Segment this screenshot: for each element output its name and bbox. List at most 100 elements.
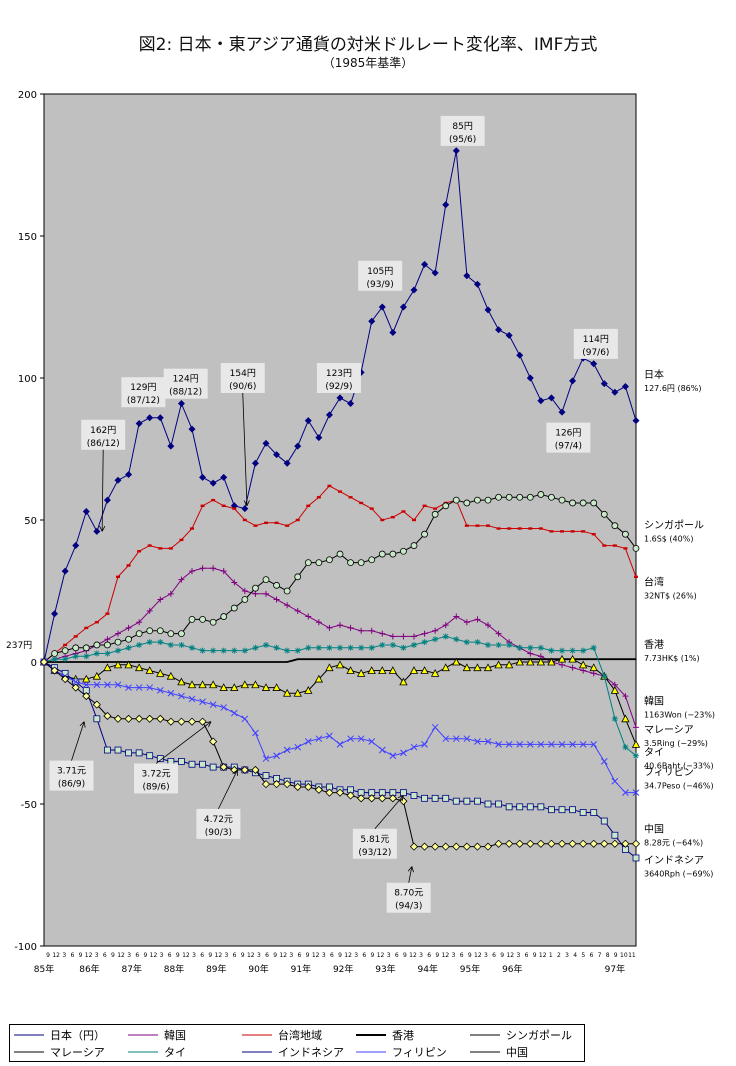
series-point <box>560 530 564 533</box>
series-point <box>485 641 491 648</box>
x-month-tick-label: 6 <box>525 952 529 959</box>
series-point <box>526 374 534 382</box>
series-point <box>389 752 397 760</box>
series-point <box>167 442 175 450</box>
series-point <box>135 630 143 637</box>
series-point <box>262 772 270 779</box>
x-year-label: 86年 <box>79 963 99 975</box>
series-point <box>602 544 607 547</box>
series-point <box>211 498 216 502</box>
series-point <box>82 692 91 701</box>
series-point <box>326 556 333 564</box>
series-point <box>600 817 608 825</box>
series-point <box>549 530 554 533</box>
x-month-tick-label: 6 <box>168 952 172 959</box>
series-point <box>347 735 354 743</box>
series-point <box>358 627 365 634</box>
series-point <box>441 663 450 672</box>
series-point <box>209 479 217 487</box>
series-point <box>632 417 640 425</box>
x-month-tick-label: 6 <box>589 952 593 959</box>
series-point <box>495 326 503 334</box>
annotation-text: 105円 <box>367 266 393 277</box>
series-point <box>230 765 239 774</box>
series-point <box>548 741 555 748</box>
series-point <box>146 414 154 422</box>
series-point <box>284 602 291 609</box>
series-point <box>61 567 69 575</box>
annotation-arrowhead <box>205 721 212 728</box>
series-point <box>293 782 302 792</box>
series-point <box>580 647 587 654</box>
series-point <box>189 568 195 575</box>
annotation-arrowhead <box>243 500 250 506</box>
series-point <box>622 693 629 700</box>
series-point <box>263 590 269 597</box>
series-point <box>73 635 78 638</box>
series-point <box>410 792 418 799</box>
series-point <box>178 641 185 648</box>
series-point <box>473 280 481 288</box>
annotation-text: 5.81元 <box>360 835 389 845</box>
series-point <box>389 633 396 640</box>
series-point <box>93 527 101 535</box>
annotation-text: 3.71元 <box>57 767 86 777</box>
end-label-name: 香港 <box>644 639 664 651</box>
series-point <box>452 735 460 743</box>
series-point <box>516 741 524 748</box>
series-point <box>558 806 566 814</box>
series-point <box>421 794 428 802</box>
series-point <box>231 647 238 654</box>
series-point <box>304 417 312 425</box>
series-point <box>115 630 121 637</box>
legend-label: フィリピン <box>392 1046 447 1059</box>
series-point <box>495 630 502 637</box>
series-point <box>431 269 439 277</box>
x-month-tick-label: 3 <box>289 952 293 959</box>
series-point <box>495 493 502 501</box>
series-point <box>61 674 70 684</box>
series-point <box>452 657 461 666</box>
series-point <box>495 741 502 748</box>
series-point <box>421 741 428 748</box>
series-point <box>82 681 90 689</box>
series-point <box>156 414 164 422</box>
series-point <box>431 510 439 518</box>
series-point <box>558 408 566 416</box>
series-point <box>484 306 492 314</box>
series-point <box>569 741 576 748</box>
series-point <box>495 641 502 648</box>
series-point <box>569 806 576 814</box>
series-point <box>463 735 471 743</box>
series-point <box>146 639 153 646</box>
chart-subtitle: （1985年基準） <box>322 56 414 70</box>
x-month-tick-label: 9 <box>111 952 115 959</box>
series-point <box>274 521 279 525</box>
x-year-label: 95年 <box>460 963 480 975</box>
series-point <box>251 765 260 774</box>
annotation-text: 154円 <box>230 368 256 379</box>
x-month-tick-label: 4 <box>573 952 577 959</box>
series-point <box>452 797 460 805</box>
series-point <box>516 351 524 359</box>
x-month-tick-label: 3 <box>225 952 229 959</box>
series-point <box>114 681 122 689</box>
series-point <box>156 627 164 635</box>
series-point <box>579 809 587 816</box>
series-point <box>580 667 587 674</box>
series-point <box>114 638 122 646</box>
series-point <box>526 657 535 666</box>
series-point <box>157 639 164 646</box>
end-label-name: 韓国 <box>644 696 664 708</box>
series-point <box>125 635 132 643</box>
series-point <box>177 677 186 686</box>
x-month-tick-label: 12 <box>247 952 255 959</box>
series-point <box>559 647 565 654</box>
x-month-tick-label: 12 <box>312 952 320 959</box>
series-point <box>486 524 490 527</box>
series-point <box>273 596 280 603</box>
annotation-date: (95/6) <box>449 135 476 145</box>
series-point <box>220 568 227 575</box>
series-point <box>135 419 143 427</box>
